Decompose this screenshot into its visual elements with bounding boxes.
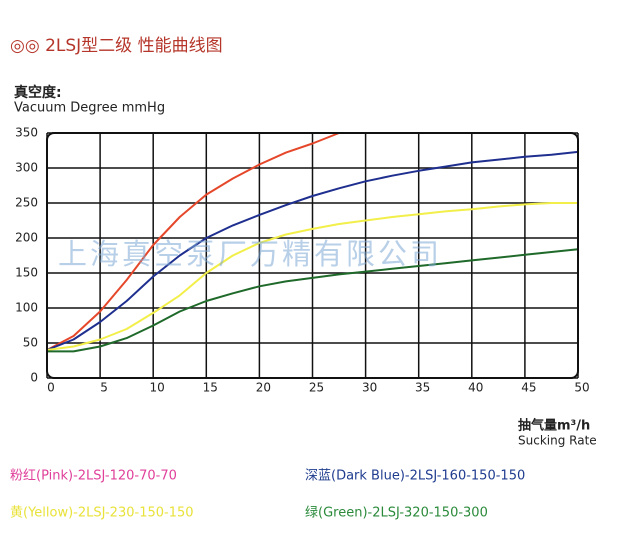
- x-tick-label: 25: [309, 381, 324, 395]
- x-tick-label: 50: [574, 381, 589, 395]
- series-line: [47, 248, 579, 353]
- x-tick-label: 20: [256, 381, 271, 395]
- y-tick-label: 300: [15, 161, 38, 175]
- x-tick-label: 30: [362, 381, 377, 395]
- y-tick-label: 200: [15, 231, 38, 245]
- x-label: Sucking Rate: [518, 434, 597, 448]
- y-tick-label: 350: [15, 126, 38, 140]
- chart-title: ◎◎ 2LSJ型二级 性能曲线图: [10, 36, 223, 56]
- x-tick-label: 40: [468, 381, 483, 395]
- y-tick-label: 100: [15, 301, 38, 315]
- legend-item: 粉红(Pink)-2LSJ-120-70-70: [10, 468, 177, 484]
- x-tick-label: 15: [203, 381, 218, 395]
- watermark: 上海真空泵厂万精有限公司: [58, 237, 442, 271]
- x-tick-label: 45: [521, 381, 536, 395]
- y-tick-label: 150: [15, 266, 38, 280]
- y-label: Vacuum Degree mmHg: [14, 101, 165, 116]
- y-tick-label: 0: [30, 371, 38, 385]
- legend-item: 深蓝(Dark Blue)-2LSJ-160-150-150: [305, 469, 525, 484]
- y-tick-label: 250: [15, 196, 38, 210]
- legend-item: 绿(Green)-2LSJ-320-150-300: [305, 506, 488, 521]
- x-tick-label: 10: [150, 381, 165, 395]
- x-tick-label: 5: [100, 381, 108, 395]
- legend-item: 黄(Yellow)-2LSJ-230-150-150: [10, 506, 194, 521]
- series-line: [46, 202, 578, 351]
- x-tick-label: 35: [415, 381, 430, 395]
- series-line: [46, 132, 340, 351]
- y-label-cn: 真空度:: [14, 84, 62, 101]
- plot-border: [46, 132, 579, 379]
- y-tick-label: 50: [23, 336, 38, 350]
- series-line: [46, 150, 579, 351]
- x-tick-label: 0: [47, 381, 55, 395]
- x-label-cn: 抽气量m³/h: [518, 418, 590, 434]
